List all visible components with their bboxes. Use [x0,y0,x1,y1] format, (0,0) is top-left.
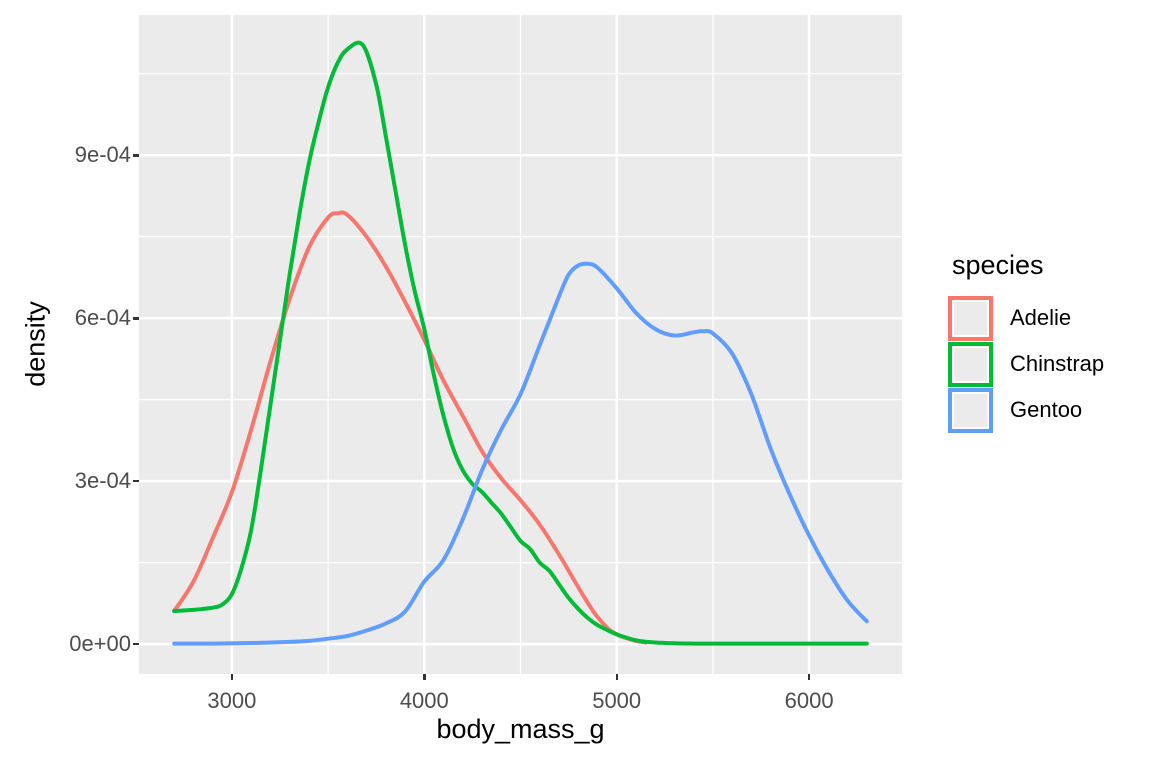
legend-key-swatch [948,295,993,341]
y-tick-mark [133,479,139,483]
legend-item-adelie: Adelie [948,295,1104,341]
density-curve-chinstrap [172,40,869,646]
y-tick-label: 0e+00 [69,631,131,657]
legend-item-gentoo: Gentoo [948,387,1104,433]
legend-key-swatch [948,341,993,387]
density-curve-gentoo [172,261,869,646]
x-tick-mark [423,674,426,680]
x-axis-title: body_mass_g [436,714,605,744]
plot-panel [139,15,902,674]
legend-key-swatch [948,387,993,433]
legend-items: Adelie Chinstrap Gentoo [948,295,1104,433]
y-tick-label: 6e-04 [74,305,131,331]
x-tick-mark [230,674,234,680]
x-tick-mark [615,674,618,680]
x-tick-label: 3000 [207,688,257,713]
y-tick-mark [133,642,139,646]
y-axis-title: density [20,301,51,387]
y-tick-label: 9e-04 [74,142,131,168]
x-tick-label: 5000 [592,688,642,713]
legend-title: species [952,250,1044,280]
plot-canvas [139,15,902,674]
legend: species Adelie Chinstrap Gentoo [948,250,1104,433]
x-tick-mark [807,674,811,680]
y-tick-mark [133,154,139,157]
y-tick-mark [133,317,139,320]
y-tick-label: 3e-04 [74,468,131,494]
legend-label: Gentoo [1010,397,1083,422]
x-tick-label: 6000 [784,688,834,713]
legend-label: Chinstrap [1010,351,1105,376]
x-tick-label: 4000 [399,688,449,713]
legend-label: Adelie [1010,305,1072,330]
legend-item-chinstrap: Chinstrap [948,341,1104,387]
